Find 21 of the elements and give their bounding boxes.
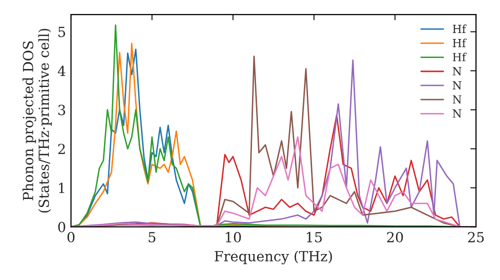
x-tick-label: 5 (148, 232, 156, 242)
y-tick-label: 1 (58, 182, 64, 194)
x-tick-label: 10 (226, 232, 241, 242)
legend-label: Hf (452, 38, 467, 48)
legend-label: Hf (452, 24, 467, 34)
x-tick-label: 15 (306, 232, 322, 242)
legend-label: Hf (452, 52, 467, 62)
y-tick-label: 2 (58, 144, 65, 154)
y-axis-title: Phonon projected DOS (States/THz·primitive cell) (22, 28, 52, 213)
legend-label: N (452, 109, 462, 118)
legend-label: N (452, 81, 462, 90)
legend-label: N (452, 67, 462, 76)
y-tick-label: 3 (58, 104, 66, 116)
legend-label: N (452, 95, 462, 104)
y-tick-label: 4 (58, 66, 66, 76)
x-tick-label: 20 (387, 232, 403, 242)
x-axis-title: Frequency (THz) (214, 250, 332, 264)
x-tick-label: 0 (67, 232, 74, 242)
y-tick-label: 0 (58, 222, 66, 232)
y-tick-label: 5 (58, 26, 66, 38)
x-tick-label: 25 (468, 232, 484, 242)
